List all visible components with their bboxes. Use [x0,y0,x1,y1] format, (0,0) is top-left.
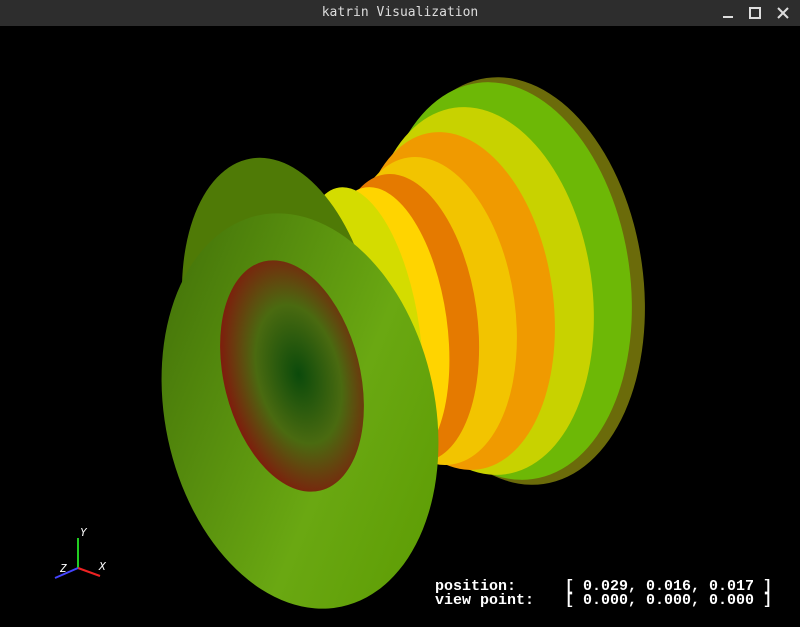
view-point-label: view point: [435,592,534,609]
maximize-button[interactable] [749,7,761,19]
surface-model [161,77,645,609]
axis-label-z: Z [59,562,67,575]
title-bar: katrin Visualization [0,0,800,26]
3d-viewport[interactable]: Y X Z position: [ 0.029, 0.016, 0.017 ] … [0,26,800,627]
window-title: katrin Visualization [321,5,479,20]
axis-label-x: X [98,560,107,573]
close-button[interactable] [777,7,789,19]
position-value: [ 0.029, 0.016, 0.017 ] [565,578,772,595]
view-point-value: [ 0.000, 0.000, 0.000 ] [565,592,772,609]
window-controls [723,7,789,19]
axis-label-y: Y [80,526,88,539]
axis-triad: Y X Z [54,526,107,579]
position-label: position: [435,578,516,595]
